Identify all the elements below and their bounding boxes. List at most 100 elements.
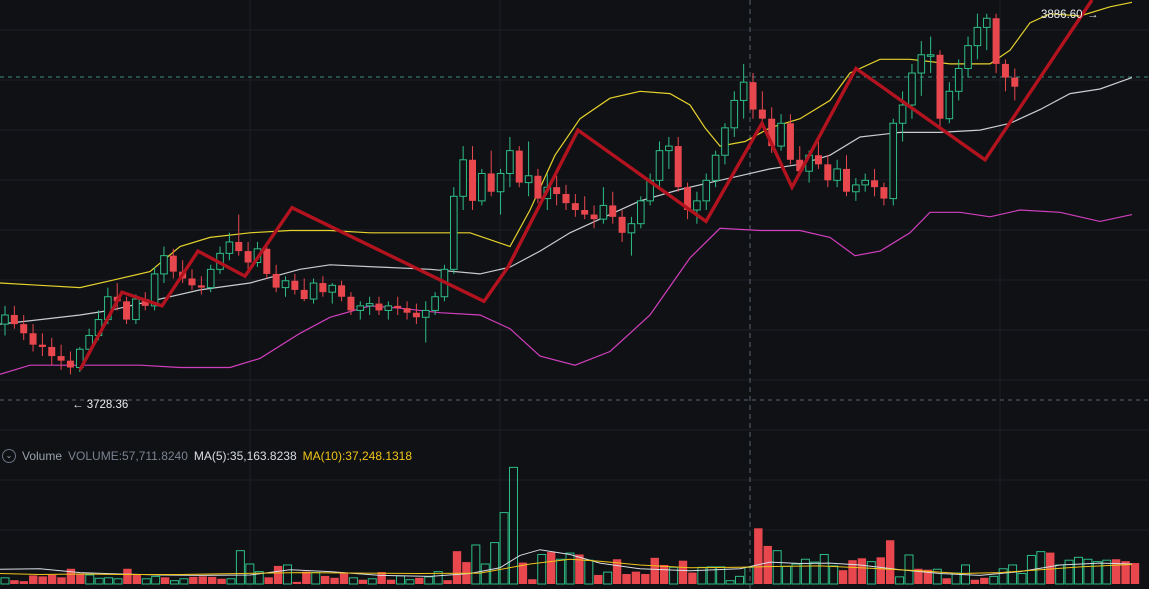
candle-body: [291, 280, 299, 290]
volume-bar: [631, 571, 641, 584]
volume-bar: [104, 577, 114, 585]
candle-body: [20, 324, 28, 334]
volume-bar: [226, 578, 236, 585]
candle-body: [515, 150, 523, 183]
volume-bar: [424, 576, 434, 585]
volume-bar: [678, 560, 688, 584]
volume-bar: [509, 466, 518, 585]
zigzag-path: [78, 0, 1094, 371]
candle-body: [852, 184, 860, 193]
volume-bar: [207, 576, 217, 584]
volume-bar: [283, 564, 292, 585]
volume-bar: [198, 576, 207, 584]
volume-bar: [659, 564, 669, 584]
volume-bar: [38, 576, 47, 584]
candle-body: [571, 203, 579, 210]
volume-bar: [443, 580, 452, 584]
volume-bar: [311, 572, 321, 585]
candle-body: [917, 54, 926, 74]
candle-body: [627, 223, 636, 234]
volume-bar: [480, 563, 490, 585]
volume-bar: [1111, 559, 1121, 584]
candle-body: [85, 335, 93, 350]
candle-body: [450, 195, 458, 270]
price-markers: 3886.60 → ← 3728.36: [72, 9, 1099, 411]
volume-bar: [57, 577, 66, 584]
candle-body: [141, 299, 149, 306]
volume-bar: [85, 574, 95, 585]
volume-bar: [688, 572, 697, 584]
candle-body: [263, 248, 271, 274]
volume-bar: [1102, 559, 1112, 585]
candle-body: [618, 216, 626, 233]
candle-body: [749, 82, 757, 110]
candle-body: [889, 122, 898, 200]
candle-body: [786, 123, 794, 160]
volume-bar: [348, 577, 358, 585]
volume-bar: [452, 551, 462, 584]
candle-body: [926, 54, 935, 57]
volume-bar: [0, 577, 10, 585]
volume-bar: [386, 579, 396, 584]
volume-bar: [904, 554, 914, 585]
candle-body: [833, 168, 841, 181]
bollinger-bands: [0, 1, 1133, 375]
volume-bar: [876, 557, 885, 584]
volume-bar: [499, 512, 509, 585]
candle-body: [469, 159, 476, 201]
volume-bar: [518, 562, 528, 584]
candle-body: [524, 175, 533, 184]
volume-ma10-line: [0, 558, 1133, 576]
candle-body: [160, 255, 168, 275]
volume-bar: [923, 569, 933, 584]
candle-body: [768, 118, 776, 147]
volume-bar: [132, 574, 142, 584]
volume-bar: [1130, 563, 1140, 584]
volume-bar: [800, 558, 810, 585]
volume-bar: [848, 560, 857, 584]
volume-ma-lines: [0, 549, 1133, 577]
candle-body: [309, 282, 318, 300]
volume-bar: [754, 528, 763, 584]
volume-bar: [377, 572, 386, 584]
volume-ma10-value: MA(10):37,248.1318: [302, 449, 413, 463]
candle-body: [66, 360, 74, 368]
bollinger-upper: [0, 1, 1133, 289]
volume-bar: [1092, 561, 1102, 585]
candle-body: [38, 344, 46, 347]
volume-bar: [725, 580, 735, 585]
candle-body: [973, 26, 982, 47]
candle-body: [300, 289, 308, 300]
candle-body: [365, 303, 374, 307]
candle-body: [655, 150, 664, 181]
candle-body: [982, 17, 991, 28]
volume-bar: [330, 577, 339, 584]
volume-bar: [782, 565, 792, 585]
candle-body: [375, 303, 383, 311]
candle-body: [898, 104, 907, 124]
volume-bar: [989, 575, 999, 585]
volume-bar: [1017, 573, 1027, 585]
candle-body: [496, 172, 505, 193]
high-price-label: 3886.60: [1041, 9, 1083, 21]
volume-bar: [763, 545, 772, 584]
volume-bar: [716, 566, 726, 585]
candle-body: [954, 67, 963, 92]
candle-body: [702, 179, 711, 202]
volume-bar: [885, 540, 895, 584]
bollinger-middle: [0, 77, 1133, 325]
volume-bar: [528, 579, 537, 584]
volume-bar: [123, 568, 132, 584]
volume-bar: [829, 565, 839, 585]
candle-body: [132, 298, 140, 321]
volume-bar: [160, 577, 170, 584]
volume-bar: [358, 579, 368, 584]
volume-bar: [565, 552, 575, 585]
candle-body: [843, 168, 850, 192]
collapse-chevron-icon[interactable]: ⌄: [2, 449, 16, 463]
volume-bar: [471, 544, 481, 585]
volume-bar: [942, 578, 951, 584]
candle-body: [665, 145, 673, 152]
candle-body: [637, 200, 645, 225]
